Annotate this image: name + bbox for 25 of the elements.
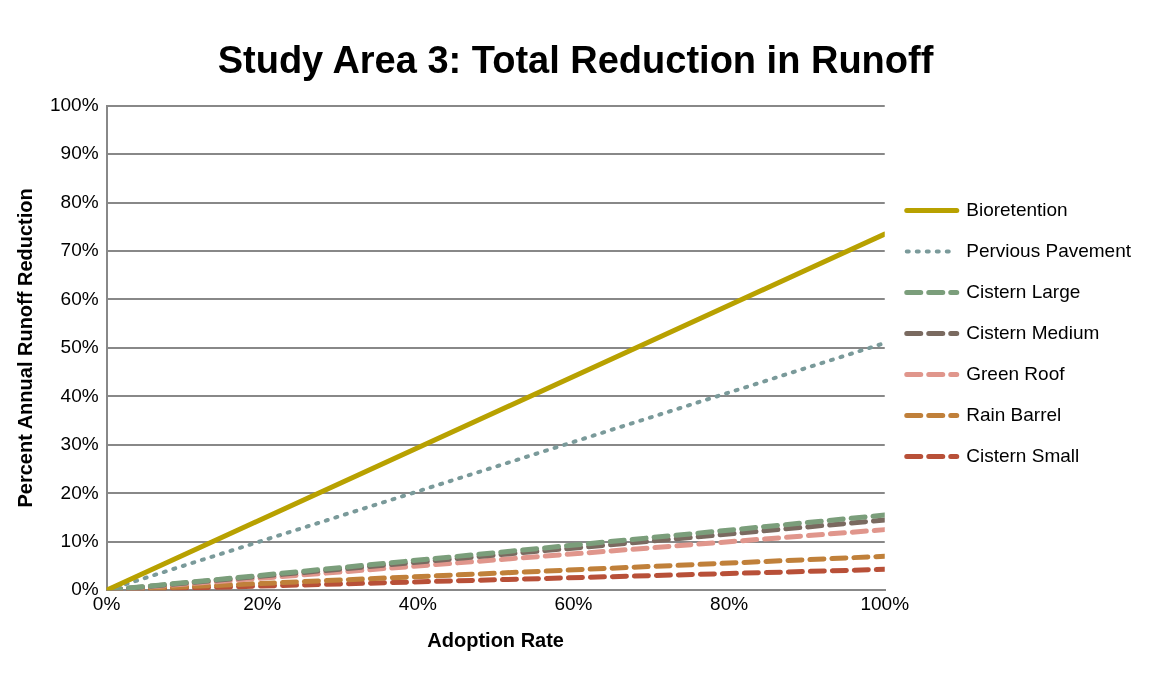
y-tick-label: 100% xyxy=(49,93,99,115)
x-axis-title: Adoption Rate xyxy=(427,628,564,651)
x-tick-label: 40% xyxy=(398,592,437,614)
y-tick-label: 10% xyxy=(60,529,99,551)
x-tick-label: 60% xyxy=(554,592,593,614)
x-tick-label: 100% xyxy=(860,592,910,614)
legend-label: Pervious Pavement xyxy=(966,239,1132,261)
legend-label: Cistern Small xyxy=(966,444,1080,466)
legend-label: Cistern Large xyxy=(966,280,1081,302)
y-axis-title: Percent Annual Runoff Reduction xyxy=(13,188,36,508)
y-tick-label: 20% xyxy=(60,481,99,503)
y-tick-label: 40% xyxy=(60,384,99,406)
y-tick-label: 80% xyxy=(60,190,99,212)
x-tick-label: 20% xyxy=(243,592,282,614)
y-tick-label: 90% xyxy=(60,142,99,164)
legend-label: Rain Barrel xyxy=(966,403,1062,425)
legend-label: Green Roof xyxy=(966,362,1066,384)
chart-title: Study Area 3: Total Reduction in Runoff xyxy=(217,39,934,82)
y-tick-label: 50% xyxy=(60,336,99,358)
y-tick-label: 60% xyxy=(60,287,99,309)
y-tick-label: 70% xyxy=(60,239,99,261)
y-tick-label: 30% xyxy=(60,433,99,455)
legend-label: Cistern Medium xyxy=(966,321,1100,343)
x-tick-label: 80% xyxy=(710,592,749,614)
legend-label: Bioretention xyxy=(966,198,1068,220)
